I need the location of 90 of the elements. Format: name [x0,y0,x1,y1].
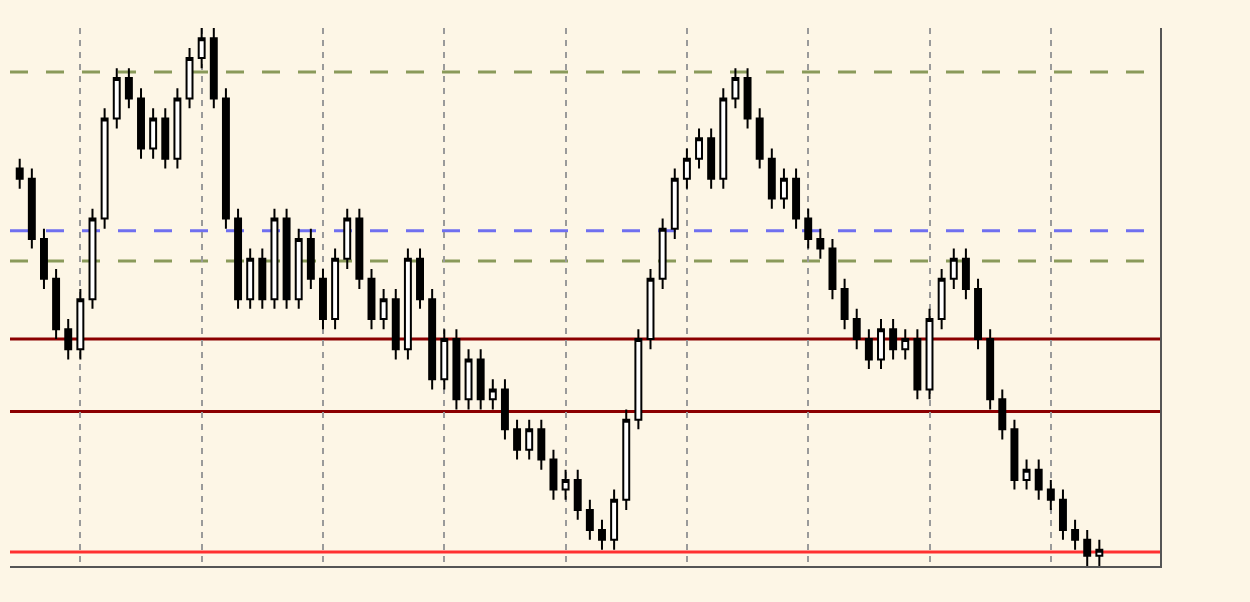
candlestick [294,227,303,310]
candlestick [646,268,655,351]
candlestick [15,157,24,190]
candlestick [998,388,1007,441]
candlestick [755,107,764,170]
candlestick [949,247,958,290]
candlestick [937,268,946,331]
candlestick [234,207,243,310]
candlestick [258,247,267,310]
candlestick [537,418,546,471]
candlestick [488,378,497,411]
candlestick [270,207,279,310]
candlestick [513,418,522,461]
candlestick [610,488,619,551]
candlestick [816,227,825,260]
candlestick [852,307,861,351]
candlestick [828,237,837,301]
candlestick [403,247,412,361]
candlestick [306,227,315,290]
candlestick [549,448,558,501]
candlestick [221,87,230,230]
candlestick [719,87,728,190]
candlestick [913,328,922,401]
candlestick [804,207,813,250]
candlestick [464,348,473,411]
candlestick [901,328,910,361]
candlestick [88,207,97,310]
candlestick [877,318,885,371]
candlestick [573,468,582,521]
candlestick [246,247,255,310]
candlestick [525,418,534,461]
candlestick [731,67,740,110]
candlestick [76,287,85,361]
candlestick [112,67,121,130]
candlestick [416,247,424,310]
candlestick [282,207,291,310]
candlestick [124,67,133,110]
candlestick [343,207,352,271]
candlestick [986,328,995,411]
candlestick [864,328,873,371]
candlestick [792,167,801,230]
candlestick [209,28,218,110]
candlestick [197,28,206,70]
candlestick [561,468,570,501]
candlestick [137,87,145,160]
candlestick [1058,488,1067,541]
candlestick [840,277,849,331]
candlestick [1083,528,1092,566]
candlestick [149,107,158,160]
candlestick [64,318,73,361]
candlestick [1034,458,1043,501]
candlestick [428,287,437,391]
candlestick [367,268,376,331]
candlestick [173,87,182,170]
candlestick [961,247,970,301]
candlestick [476,348,485,411]
candlestick [391,287,400,361]
candlestick [500,378,509,441]
candlestick [355,207,364,290]
candlestick [185,46,194,110]
candlestick [440,328,449,391]
candlestick [707,127,716,190]
candlestick [658,217,667,290]
candlestick [100,107,109,230]
candlestick [452,328,461,411]
candlestick [161,107,170,170]
candlestick [682,147,691,190]
candlestick [27,167,36,250]
candlestick [598,518,606,551]
candlestick [52,268,61,340]
candlestick [1095,538,1104,566]
candlestick [40,227,48,290]
candlestick [779,167,788,210]
candlestick [379,287,388,331]
candlestick [974,277,983,351]
candlestick [889,318,898,361]
candlestick [622,408,631,512]
candlestick [743,67,752,130]
candlestick [1071,518,1080,551]
candlestick [767,147,776,210]
candlestick [331,247,340,331]
candlestick [695,127,703,170]
candlestick [925,307,934,401]
candlestick [319,268,327,331]
candlestick [585,498,594,541]
candlestick [634,328,643,431]
candlestick [1010,418,1019,491]
candlestick [670,167,679,240]
candlestick [1022,458,1031,491]
candlestick [1046,478,1055,512]
